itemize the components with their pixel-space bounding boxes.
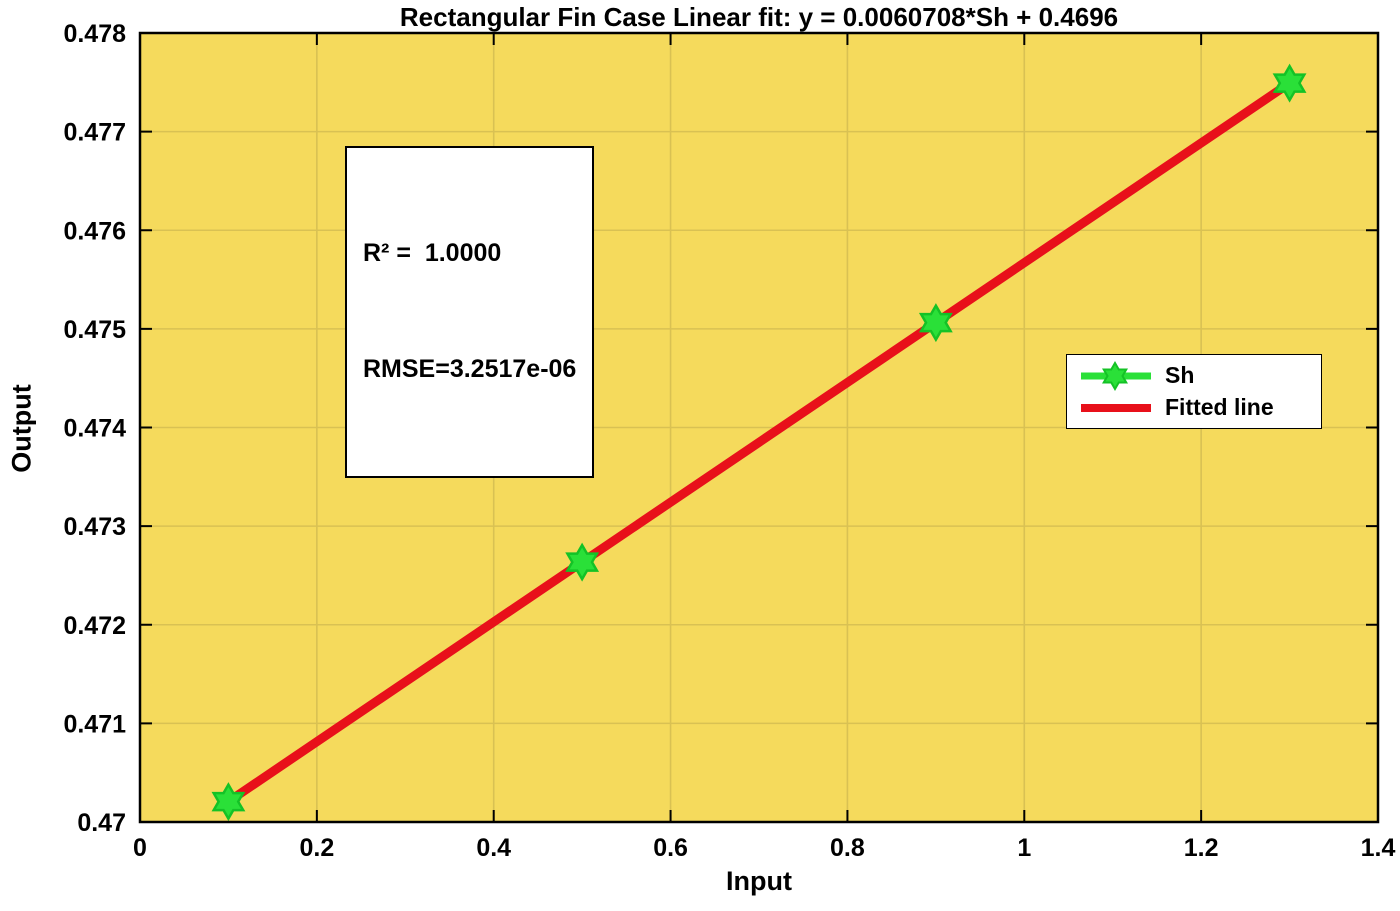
svg-text:0.471: 0.471	[63, 710, 126, 738]
legend-item-fitted-line: Fitted line	[1075, 392, 1313, 423]
svg-text:0.473: 0.473	[63, 513, 126, 541]
data-series	[211, 63, 1307, 822]
fit-stats-annotation: R² = 1.0000 RMSE=3.2517e-06	[345, 146, 595, 478]
data-point-marker	[1272, 63, 1307, 103]
svg-text:0.4: 0.4	[476, 834, 511, 862]
legend-label-fitted-line: Fitted line	[1165, 394, 1274, 420]
legend: Sh Fitted line	[1066, 354, 1322, 429]
legend-label-sh: Sh	[1165, 362, 1195, 388]
svg-text:0.2: 0.2	[299, 834, 334, 862]
data-point-marker	[211, 782, 246, 822]
y-tick-labels: 0.47 0.471 0.472 0.473 0.474 0.475 0.476 0.477 0…	[63, 20, 126, 837]
chart-title: Rectangular Fin Case Linear fit: y = 0.0…	[399, 2, 1119, 32]
y-axis-label: Output	[6, 384, 37, 473]
svg-text:0.472: 0.472	[63, 612, 126, 640]
r-squared-text: R² = 1.0000	[363, 238, 502, 267]
svg-text:0.478: 0.478	[63, 20, 126, 48]
svg-text:0.476: 0.476	[63, 217, 126, 245]
data-point-marker	[565, 542, 600, 582]
rmse-text: RMSE=3.2517e-06	[363, 354, 577, 383]
x-tick-labels: 0 0.2 0.4 0.6 0.8 1 1.2 1.4	[133, 834, 1395, 862]
svg-text:1: 1	[1017, 834, 1031, 862]
svg-text:0.6: 0.6	[653, 834, 688, 862]
fitted-line	[223, 78, 1295, 807]
sh-marker-icon	[1081, 360, 1151, 391]
data-point-marker	[918, 303, 953, 343]
svg-text:0.475: 0.475	[63, 316, 126, 344]
svg-text:0: 0	[133, 834, 147, 862]
tick-marks	[139, 32, 1379, 823]
svg-text:1.2: 1.2	[1184, 834, 1219, 862]
x-axis-label: Input	[726, 866, 792, 896]
svg-text:0.47: 0.47	[77, 809, 126, 837]
svg-text:1.4: 1.4	[1361, 834, 1396, 862]
svg-text:0.8: 0.8	[830, 834, 865, 862]
legend-item-sh: Sh	[1075, 360, 1313, 391]
svg-text:0.474: 0.474	[63, 415, 126, 443]
svg-text:0.477: 0.477	[63, 119, 126, 147]
fitted-line-icon	[1081, 403, 1151, 412]
